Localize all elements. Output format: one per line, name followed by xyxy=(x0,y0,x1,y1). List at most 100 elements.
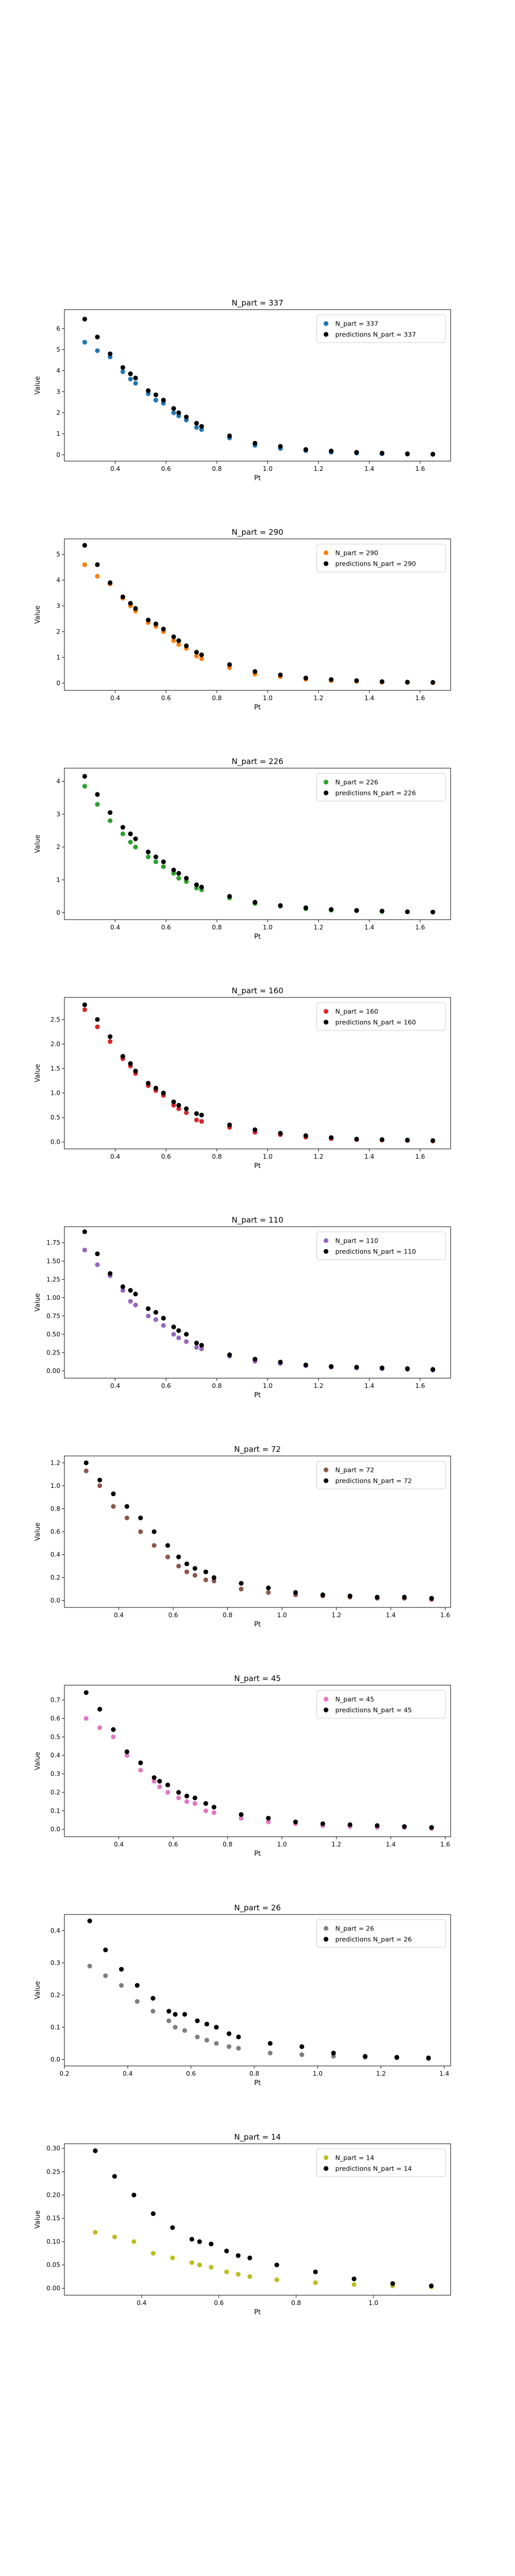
legend-marker xyxy=(323,1926,329,1931)
y-tick-label: 0.2 xyxy=(50,1991,60,1998)
data-point xyxy=(380,908,385,913)
data-point xyxy=(176,1795,181,1801)
legend-box xyxy=(316,1461,446,1489)
data-point xyxy=(238,1812,244,1817)
data-point xyxy=(354,1365,359,1370)
data-point xyxy=(329,1135,334,1140)
axes-frame xyxy=(64,2143,451,2296)
data-point xyxy=(87,1963,92,1969)
data-point xyxy=(184,1106,189,1111)
data-point xyxy=(184,414,189,419)
chart-panel: N_part = 160 0.4 0.6 0.8 1.0 1.2 1.4 1.6 0.0 0.5 1… xyxy=(34,986,451,1170)
y-tick-label: 1 xyxy=(56,430,60,437)
data-point xyxy=(426,2055,431,2060)
data-point xyxy=(266,1819,271,1824)
data-point xyxy=(97,1707,102,1712)
axes-frame xyxy=(64,1226,451,1379)
data-point xyxy=(153,859,159,865)
data-point xyxy=(235,2253,241,2258)
data-point xyxy=(133,376,138,381)
y-tick-label: 5 xyxy=(56,346,60,353)
data-point xyxy=(176,1103,181,1108)
x-tick-label: 1.4 xyxy=(365,1382,374,1389)
y-tick-label: 1 xyxy=(56,876,60,884)
data-point xyxy=(82,1247,88,1252)
y-tick-label: 0 xyxy=(56,909,60,917)
data-point xyxy=(348,1594,353,1599)
data-point xyxy=(303,1133,308,1138)
x-tick-label: 0.8 xyxy=(212,694,222,702)
data-point xyxy=(299,2044,304,2049)
data-point xyxy=(165,1783,170,1788)
data-point xyxy=(227,662,232,667)
data-point xyxy=(133,1069,138,1074)
data-point xyxy=(303,1362,308,1367)
data-point xyxy=(209,2265,214,2270)
data-point xyxy=(120,1284,126,1290)
y-tick-label: 0.1 xyxy=(50,1807,60,1815)
data-point xyxy=(97,1725,102,1731)
data-point xyxy=(124,1749,130,1754)
data-point xyxy=(108,818,113,823)
data-point xyxy=(268,2050,273,2056)
data-point xyxy=(165,1554,170,1560)
data-point xyxy=(380,1137,385,1142)
data-point xyxy=(405,909,410,914)
data-point xyxy=(108,1039,113,1044)
data-point xyxy=(166,2009,171,2014)
data-point xyxy=(329,677,334,682)
data-point xyxy=(176,642,181,647)
data-point xyxy=(83,1460,89,1465)
data-point xyxy=(95,573,100,579)
data-point xyxy=(151,1543,157,1548)
y-tick-label: 0.30 xyxy=(46,2145,60,2152)
data-point xyxy=(103,1947,108,1953)
legend-entry-label: predictions N_part = 226 xyxy=(335,789,416,797)
data-point xyxy=(238,1586,244,1591)
y-axis-label: Value xyxy=(34,376,42,395)
y-tick-label: 6 xyxy=(56,325,60,332)
y-tick-label: 1.75 xyxy=(46,1239,60,1246)
data-point xyxy=(197,2262,202,2267)
data-point xyxy=(111,1504,116,1509)
y-tick-label: 0.00 xyxy=(46,1367,60,1375)
x-tick-label: 0.8 xyxy=(222,1841,232,1848)
data-point xyxy=(405,1138,410,1143)
data-point xyxy=(320,1592,325,1598)
data-point xyxy=(252,669,258,674)
data-point xyxy=(176,638,181,643)
data-point xyxy=(124,1753,130,1758)
x-tick-label: 0.4 xyxy=(110,1382,120,1389)
y-tick-label: 0 xyxy=(56,680,60,687)
data-point xyxy=(390,2281,396,2286)
series-1 xyxy=(93,2148,434,2289)
data-point xyxy=(146,617,151,623)
data-point xyxy=(128,1288,133,1293)
legend: N_part = 26 predictions N_part = 26 xyxy=(316,1919,446,1948)
data-point xyxy=(430,451,436,457)
data-point xyxy=(214,2041,219,2046)
legend-box xyxy=(316,1690,446,1719)
chart-panel: N_part = 290 0.4 0.6 0.8 1.0 1.2 1.4 1.6 0 1 2 3 4 5 P… xyxy=(34,528,451,711)
data-point xyxy=(252,440,258,446)
data-point xyxy=(108,351,113,357)
series-1 xyxy=(83,1460,434,1601)
data-point xyxy=(199,1119,204,1124)
data-point xyxy=(176,876,181,881)
series-0 xyxy=(82,340,436,457)
data-point xyxy=(176,410,181,415)
series-1 xyxy=(83,1690,434,1830)
data-point xyxy=(133,1292,138,1297)
legend-marker xyxy=(323,1707,329,1713)
x-tick-label: 1.6 xyxy=(415,1382,425,1389)
axes-frame xyxy=(64,1914,451,2066)
data-point xyxy=(224,2248,229,2253)
data-point xyxy=(402,1824,407,1829)
x-tick-label: 1.0 xyxy=(263,694,272,702)
data-point xyxy=(184,1561,190,1566)
data-point xyxy=(82,562,88,567)
y-tick-label: 0.75 xyxy=(46,1312,60,1319)
legend-marker xyxy=(323,1937,329,1942)
data-point xyxy=(199,1343,204,1348)
legend-box xyxy=(316,314,446,343)
